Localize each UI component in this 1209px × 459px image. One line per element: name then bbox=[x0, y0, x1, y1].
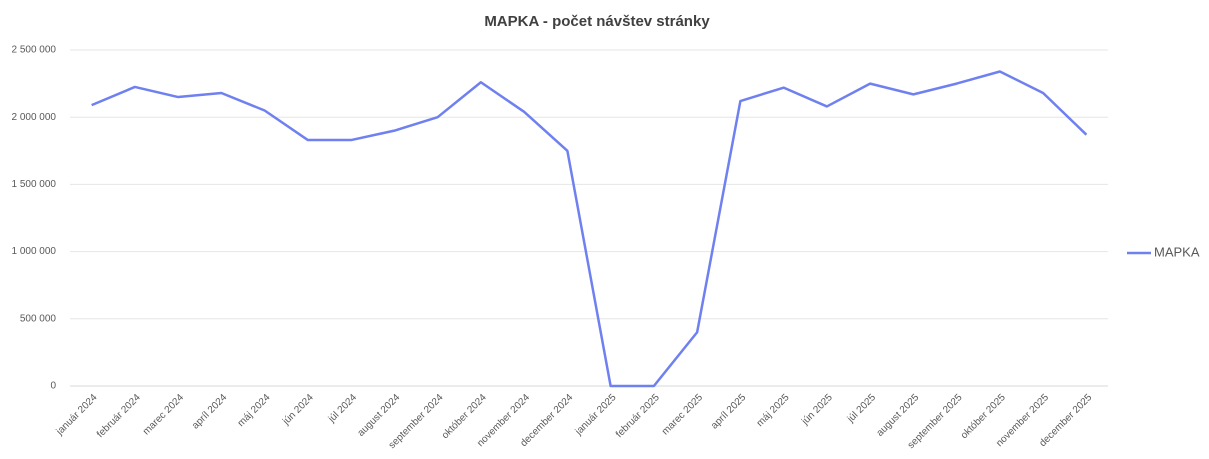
x-tick-label: máj 2024 bbox=[236, 392, 273, 429]
x-tick-label: august 2024 bbox=[356, 392, 403, 439]
series-line bbox=[91, 70, 1088, 388]
x-tick-label: marec 2025 bbox=[660, 392, 705, 437]
chart-title: MAPKA - počet návštev stránky bbox=[484, 13, 710, 30]
x-tick-label: apríl 2024 bbox=[190, 392, 230, 432]
x-tick-label: február 2024 bbox=[95, 392, 143, 440]
y-tick-label: 1 000 000 bbox=[12, 246, 57, 257]
x-tick-label: júl 2024 bbox=[326, 392, 360, 426]
x-tick-label: január 2024 bbox=[54, 392, 100, 438]
y-tick-label: 1 500 000 bbox=[12, 179, 57, 190]
x-tick-label: jún 2025 bbox=[799, 392, 835, 428]
y-tick-label: 500 000 bbox=[20, 313, 57, 324]
x-tick-label: február 2025 bbox=[614, 392, 662, 440]
x-tick-label: marec 2024 bbox=[141, 392, 186, 437]
y-tick-label: 0 bbox=[50, 381, 56, 392]
x-tick-label: apríl 2025 bbox=[709, 392, 749, 432]
x-tick-label: jún 2024 bbox=[280, 392, 316, 428]
legend-label: MAPKA bbox=[1154, 244, 1200, 259]
x-tick-label: august 2025 bbox=[875, 392, 922, 439]
x-tick-label: júl 2025 bbox=[845, 392, 879, 426]
y-tick-label: 2 000 000 bbox=[12, 112, 57, 123]
y-tick-label: 2 500 000 bbox=[12, 45, 57, 56]
x-tick-label: január 2025 bbox=[573, 392, 619, 438]
x-tick-label: máj 2025 bbox=[755, 392, 792, 429]
